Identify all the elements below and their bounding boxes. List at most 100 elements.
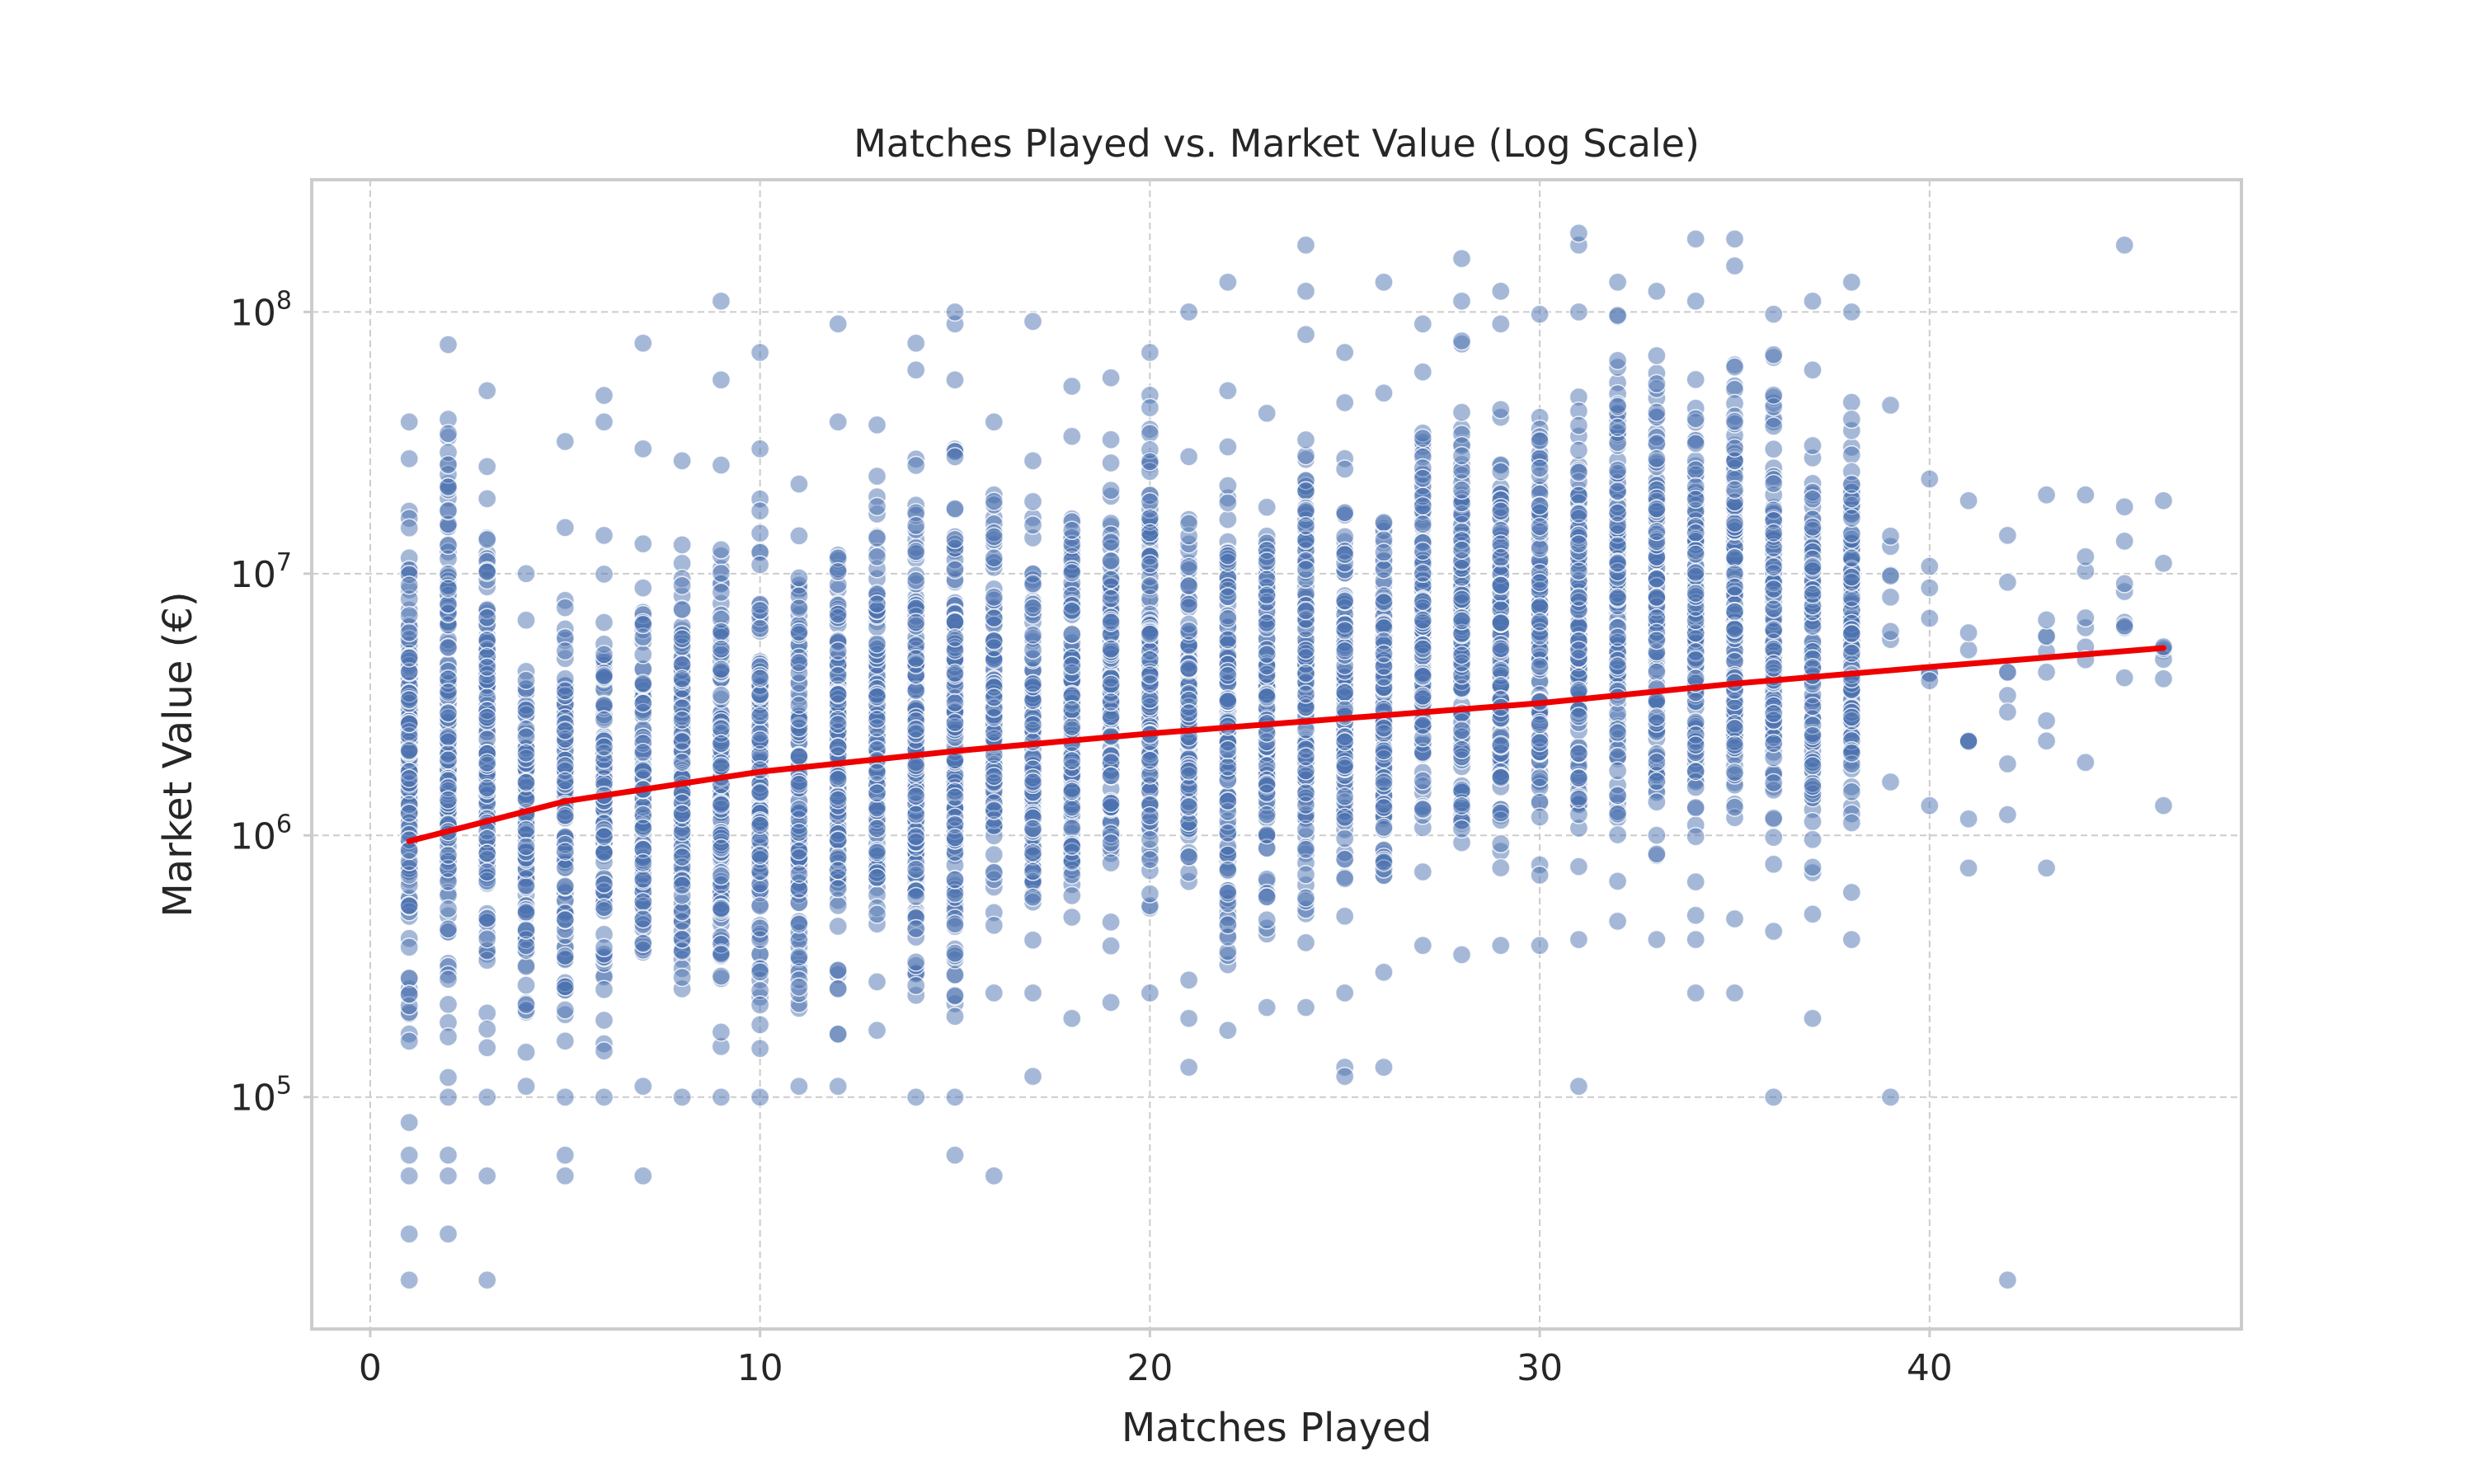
scatter-point <box>711 795 731 815</box>
scatter-point <box>1763 599 1784 619</box>
scatter-point <box>1178 514 1199 533</box>
scatter-point <box>1451 611 1472 631</box>
scatter-point <box>1257 403 1277 424</box>
scatter-point <box>1569 587 1589 607</box>
scatter-point <box>789 695 809 715</box>
scatter-point <box>672 451 692 471</box>
scatter-point <box>905 918 926 939</box>
scatter-point <box>555 641 576 661</box>
scatter-point <box>1178 621 1199 641</box>
scatter-point <box>438 1087 459 1107</box>
scatter-point <box>1334 459 1355 479</box>
scatter-point <box>1101 833 1121 853</box>
scatter-point <box>1023 843 1043 862</box>
scatter-point <box>1569 223 1589 243</box>
scatter-point <box>477 489 497 509</box>
scatter-point <box>1413 935 1433 956</box>
scatter-point <box>1607 460 1628 481</box>
scatter-point <box>1334 641 1355 661</box>
scatter-point <box>1724 513 1745 533</box>
scatter-point <box>1140 884 1160 904</box>
scatter-point <box>555 876 576 896</box>
scatter-point <box>555 1031 576 1051</box>
scatter-point <box>516 700 536 720</box>
scatter-point <box>594 665 614 686</box>
scatter-point <box>1257 774 1277 794</box>
scatter-point <box>1374 1057 1394 1078</box>
scatter-point <box>867 547 887 567</box>
scatter-point <box>1763 345 1784 364</box>
scatter-point <box>1569 640 1589 660</box>
scatter-point <box>1451 540 1472 560</box>
scatter-point <box>1491 834 1511 854</box>
scatter-point <box>438 750 459 770</box>
scatter-point <box>1218 691 1238 711</box>
scatter-point <box>1763 1087 1784 1107</box>
scatter-point <box>1647 662 1667 682</box>
scatter-point <box>1607 656 1628 676</box>
scatter-point <box>945 370 965 390</box>
scatter-point <box>1062 1008 1082 1028</box>
scatter-point <box>1374 817 1394 838</box>
scatter-point <box>750 995 770 1015</box>
scatter-point <box>1530 495 1550 516</box>
scatter-point <box>945 985 965 1006</box>
scatter-point <box>1530 715 1550 735</box>
scatter-point <box>1413 541 1433 561</box>
scatter-point <box>1140 805 1160 826</box>
scatter-point <box>750 600 770 621</box>
scatter-point <box>1803 517 1823 538</box>
scatter-point <box>516 610 536 630</box>
scatter-point <box>1296 747 1316 767</box>
scatter-point <box>1218 915 1238 935</box>
scatter-point <box>399 895 419 916</box>
scatter-point <box>750 815 770 835</box>
scatter-point <box>711 582 731 603</box>
scatter-point <box>1647 752 1667 773</box>
scatter-point <box>1023 862 1043 881</box>
scatter-point <box>1178 761 1199 781</box>
scatter-point <box>828 684 848 705</box>
scatter-point <box>945 499 965 519</box>
scatter-point <box>1607 272 1628 292</box>
scatter-point <box>438 535 459 556</box>
scatter-point <box>1530 935 1550 956</box>
scatter-point <box>828 604 848 624</box>
scatter-point <box>905 952 926 972</box>
scatter-point <box>1334 849 1355 869</box>
scatter-point <box>905 786 926 806</box>
scatter-point <box>711 563 731 584</box>
scatter-point <box>1062 655 1082 675</box>
scatter-point <box>1530 656 1550 677</box>
scatter-point <box>984 547 1004 568</box>
scatter-point <box>477 608 497 627</box>
scatter-point <box>1296 281 1316 301</box>
scatter-point <box>555 431 576 452</box>
scatter-point <box>1647 345 1667 366</box>
scatter-point <box>1257 887 1277 907</box>
scatter-point <box>789 930 809 951</box>
scatter-point <box>905 649 926 669</box>
scatter-point <box>1101 368 1121 388</box>
scatter-point <box>867 1020 887 1040</box>
scatter-point <box>1334 787 1355 806</box>
scatter-point <box>1413 591 1433 612</box>
scatter-point <box>750 524 770 543</box>
scatter-point <box>1569 929 1589 950</box>
scatter-point <box>984 527 1004 547</box>
scatter-point <box>750 1087 770 1107</box>
scatter-point <box>1451 402 1472 422</box>
scatter-point <box>399 803 419 823</box>
scatter-point <box>594 385 614 406</box>
scatter-point <box>828 916 848 937</box>
scatter-point <box>438 1145 459 1165</box>
scatter-point <box>477 777 497 798</box>
scatter-point <box>1334 620 1355 641</box>
scatter-point <box>516 836 536 857</box>
scatter-point <box>867 783 887 803</box>
scatter-point <box>555 1166 576 1186</box>
scatter-point <box>1374 718 1394 738</box>
scatter-point <box>555 680 576 701</box>
scatter-point <box>711 659 731 679</box>
scatter-point <box>1140 750 1160 770</box>
